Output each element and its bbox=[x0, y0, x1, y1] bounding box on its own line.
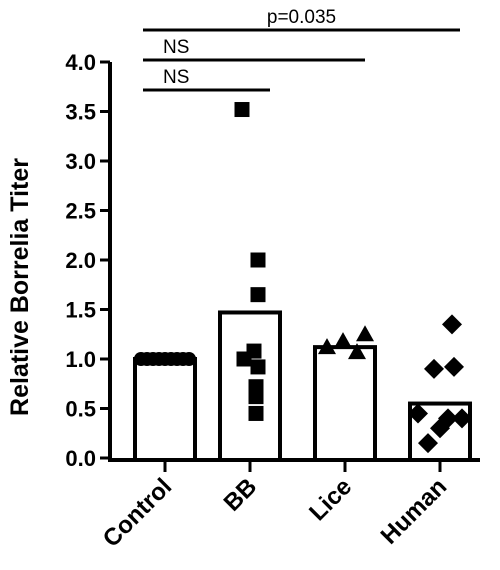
human-data-point bbox=[424, 358, 444, 379]
lice-data-point bbox=[348, 343, 366, 360]
y-tick-label: 3.5 bbox=[65, 100, 96, 125]
human-data-point bbox=[444, 356, 464, 377]
significance-label: p=0.035 bbox=[267, 7, 336, 28]
y-axis-label: Relative Borrelia Titer bbox=[6, 158, 34, 416]
lice-data-point bbox=[334, 332, 352, 349]
human-data-point bbox=[442, 314, 462, 335]
category-label: Human bbox=[376, 473, 453, 550]
bb-data-point bbox=[236, 351, 252, 367]
y-tick-label: 1.5 bbox=[65, 298, 96, 323]
lice-data-point bbox=[356, 325, 374, 342]
bb-data-point bbox=[250, 252, 266, 268]
category-label: Lice bbox=[304, 473, 357, 526]
human-data-point bbox=[408, 403, 428, 424]
y-tick-label: 0.0 bbox=[65, 446, 96, 471]
category-label: BB bbox=[219, 473, 263, 517]
bb-data-point bbox=[248, 405, 264, 421]
y-tick-label: 0.5 bbox=[65, 397, 96, 422]
significance-label: NS bbox=[163, 37, 189, 58]
plot-area: 0.0 0.5 1.0 1.5 2.0 2.5 3.0 3.5 4.0 Control BB Lice… bbox=[65, 7, 480, 553]
bar-lice bbox=[313, 345, 377, 462]
human-data-point bbox=[430, 418, 450, 439]
bb-data-point bbox=[250, 359, 266, 375]
bb-data-point bbox=[250, 287, 266, 303]
y-tick-label: 4.0 bbox=[65, 50, 96, 75]
lice-data-point bbox=[318, 338, 336, 355]
control-data-point bbox=[182, 352, 196, 366]
category-label: Control bbox=[98, 473, 177, 552]
human-data-point bbox=[418, 433, 438, 454]
bar-control bbox=[133, 357, 197, 462]
significance-label: NS bbox=[163, 67, 189, 88]
y-tick-label: 2.5 bbox=[65, 199, 96, 224]
y-tick-label: 1.0 bbox=[65, 347, 96, 372]
bb-data-point bbox=[248, 389, 264, 405]
y-tick-label: 2.0 bbox=[65, 248, 96, 273]
human-data-point bbox=[452, 408, 472, 429]
bb-data-point bbox=[234, 102, 250, 118]
y-tick-label: 3.0 bbox=[65, 149, 96, 174]
